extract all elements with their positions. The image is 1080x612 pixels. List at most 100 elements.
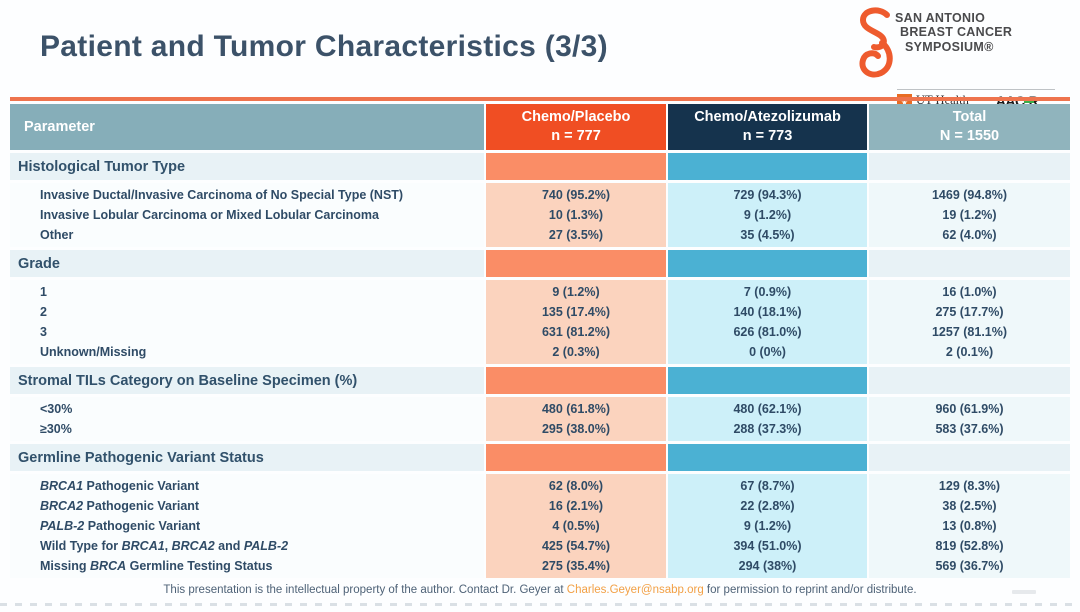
sabcs-logo-block: SAN ANTONIO BREAST CANCER SYMPOSIUM® ★ U… bbox=[855, 5, 1070, 128]
values-cell-total: 1469 (94.8%) 19 (1.2%) 62 (4.0%) bbox=[869, 183, 1070, 247]
section-title: Grade bbox=[10, 250, 484, 277]
values-cell-total: 960 (61.9%) 583 (37.6%) bbox=[869, 397, 1070, 441]
section-band-total bbox=[869, 250, 1070, 277]
section-band-placebo bbox=[486, 250, 666, 277]
table-header-row: Parameter Chemo/Placebo n = 777 Chemo/At… bbox=[10, 104, 1070, 150]
cell-value: 67 (8.7%) bbox=[740, 479, 795, 493]
row-label: Other bbox=[40, 228, 74, 242]
logo-divider bbox=[897, 89, 1055, 90]
sabcs-logo-top: SAN ANTONIO BREAST CANCER SYMPOSIUM® bbox=[855, 5, 1070, 85]
row-label: Invasive Ductal/Invasive Carcinoma of No… bbox=[40, 188, 404, 202]
header-chemo-placebo-n: n = 777 bbox=[551, 128, 601, 144]
values-cell-total: 16 (1.0%) 275 (17.7%) 1257 (81.1%) 2 (0.1%) bbox=[869, 280, 1070, 364]
cell-value: 38 (2.5%) bbox=[942, 499, 997, 513]
header-chemo-atezolizumab-n: n = 773 bbox=[742, 128, 793, 144]
section-title: Germline Pathogenic Variant Status bbox=[10, 444, 484, 471]
section-band-placebo bbox=[486, 367, 666, 394]
cell-value: 16 (2.1%) bbox=[548, 499, 604, 513]
cell-value: 1469 (94.8%) bbox=[931, 188, 1008, 202]
micro-watermark bbox=[1012, 590, 1036, 594]
cell-value: 2 (0.3%) bbox=[552, 345, 600, 359]
header-total: Total N = 1550 bbox=[869, 104, 1070, 150]
values-cell-atezo: 480 (62.1%) 288 (37.3%) bbox=[668, 397, 867, 441]
section-row: Stromal TILs Category on Baseline Specim… bbox=[10, 367, 1070, 394]
cell-value: 425 (54.7%) bbox=[541, 539, 611, 553]
row-label: Unknown/Missing bbox=[40, 345, 147, 359]
values-cell-atezo: 7 (0.9%) 140 (18.1%) 626 (81.0%) 0 (0%) bbox=[668, 280, 867, 364]
cell-value: 7 (0.9%) bbox=[743, 285, 792, 299]
cell-value: 140 (18.1%) bbox=[733, 305, 802, 319]
cell-value: 294 (38%) bbox=[738, 559, 797, 573]
header-chemo-atezolizumab-label: Chemo/Atezolizumab bbox=[694, 109, 841, 126]
values-cell-placebo: 480 (61.8%) 295 (38.0%) bbox=[486, 397, 666, 441]
section-row: Germline Pathogenic Variant Status bbox=[10, 444, 1070, 471]
table-body: Histological Tumor Type Invasive Ductal/I… bbox=[10, 153, 1070, 578]
sabcs-logo-text: SAN ANTONIO BREAST CANCER SYMPOSIUM® bbox=[895, 11, 1012, 54]
cell-value: 27 (3.5%) bbox=[548, 228, 604, 242]
section-row: Histological Tumor Type bbox=[10, 153, 1070, 180]
row-label: Missing BRCA Germline Testing Status bbox=[40, 559, 273, 573]
footer-note: This presentation is the intellectual pr… bbox=[0, 584, 1080, 596]
cell-value: 740 (95.2%) bbox=[541, 188, 611, 202]
cell-value: 62 (8.0%) bbox=[548, 479, 604, 493]
row-labels-cell: BRCA1 Pathogenic Variant BRCA2 Pathogenic… bbox=[10, 474, 484, 578]
section-band-atezo bbox=[668, 367, 867, 394]
cell-value: 819 (52.8%) bbox=[935, 539, 1004, 553]
bottom-dashed-strip bbox=[0, 603, 1080, 606]
cell-value: 626 (81.0%) bbox=[733, 325, 802, 339]
cell-value: 480 (61.8%) bbox=[541, 402, 611, 416]
data-block: BRCA1 Pathogenic Variant BRCA2 Pathogenic… bbox=[10, 474, 1070, 578]
data-block: 1 2 3 Unknown/Missing 9 (1.2%) 135 (17.4%) 631… bbox=[10, 280, 1070, 364]
data-block: Invasive Ductal/Invasive Carcinoma of No… bbox=[10, 183, 1070, 247]
cell-value: 9 (1.2%) bbox=[743, 519, 792, 533]
header-chemo-placebo: Chemo/Placebo n = 777 bbox=[486, 104, 666, 150]
row-labels-cell: Invasive Ductal/Invasive Carcinoma of No… bbox=[10, 183, 484, 247]
row-label: ≥30% bbox=[40, 422, 72, 436]
values-cell-atezo: 729 (94.3%) 9 (1.2%) 35 (4.5%) bbox=[668, 183, 867, 247]
row-label: Invasive Lobular Carcinoma or Mixed Lobu… bbox=[40, 208, 379, 222]
section-band-placebo bbox=[486, 444, 666, 471]
cell-value: 135 (17.4%) bbox=[541, 305, 611, 319]
cell-value: 4 (0.5%) bbox=[552, 519, 600, 533]
section-band-total bbox=[869, 444, 1070, 471]
cell-value: 288 (37.3%) bbox=[733, 422, 802, 436]
values-cell-total: 129 (8.3%) 38 (2.5%) 13 (0.8%) 819 (52.8%) 5… bbox=[869, 474, 1070, 578]
row-labels-cell: <30% ≥30% bbox=[10, 397, 484, 441]
footer-pre: This presentation is the intellectual pr… bbox=[163, 584, 567, 596]
aacr-green-bar-icon bbox=[1023, 99, 1034, 103]
header-total-n: N = 1550 bbox=[939, 128, 1000, 144]
row-label: Wild Type for BRCA1, BRCA2 and PALB-2 bbox=[40, 539, 289, 553]
row-label: BRCA2 Pathogenic Variant bbox=[40, 499, 200, 513]
cell-value: 9 (1.2%) bbox=[552, 285, 600, 299]
cell-value: 2 (0.1%) bbox=[945, 345, 994, 359]
cell-value: 480 (62.1%) bbox=[733, 402, 802, 416]
section-band-atezo bbox=[668, 250, 867, 277]
cell-value: 62 (4.0%) bbox=[942, 228, 997, 242]
header-total-label: Total bbox=[952, 109, 987, 126]
footer-post: for permission to reprint and/or distrib… bbox=[703, 584, 917, 596]
sabcs-line1: SAN ANTONIO bbox=[895, 11, 986, 25]
title-rule bbox=[10, 97, 1070, 101]
aacr-right: R bbox=[1029, 93, 1039, 109]
cell-value: 13 (0.8%) bbox=[942, 519, 997, 533]
cell-value: 10 (1.3%) bbox=[548, 208, 604, 222]
values-cell-placebo: 62 (8.0%) 16 (2.1%) 4 (0.5%) 425 (54.7%) 275… bbox=[486, 474, 666, 578]
row-labels-cell: 1 2 3 Unknown/Missing bbox=[10, 280, 484, 364]
sabcs-line2: BREAST CANCER bbox=[900, 25, 1013, 40]
header-parameter: Parameter bbox=[10, 104, 484, 150]
section-title: Histological Tumor Type bbox=[10, 153, 484, 180]
cell-value: 19 (1.2%) bbox=[942, 208, 997, 222]
cell-value: 22 (2.8%) bbox=[740, 499, 795, 513]
section-band-total bbox=[869, 367, 1070, 394]
cell-value: 569 (36.7%) bbox=[935, 559, 1004, 573]
sabcs-ribbon-icon bbox=[859, 7, 893, 78]
cell-value: 35 (4.5%) bbox=[740, 228, 795, 242]
footer-email-link[interactable]: Charles.Geyer@nsabp.org bbox=[566, 584, 704, 596]
data-block: <30% ≥30% 480 (61.8%) 295 (38.0%) 480 (62.1%… bbox=[10, 397, 1070, 441]
cell-value: 129 (8.3%) bbox=[938, 479, 1001, 493]
row-label: 2 bbox=[40, 305, 47, 319]
section-band-total bbox=[869, 153, 1070, 180]
values-cell-placebo: 9 (1.2%) 135 (17.4%) 631 (81.2%) 2 (0.3%) bbox=[486, 280, 666, 364]
cell-value: 275 (35.4%) bbox=[541, 559, 611, 573]
